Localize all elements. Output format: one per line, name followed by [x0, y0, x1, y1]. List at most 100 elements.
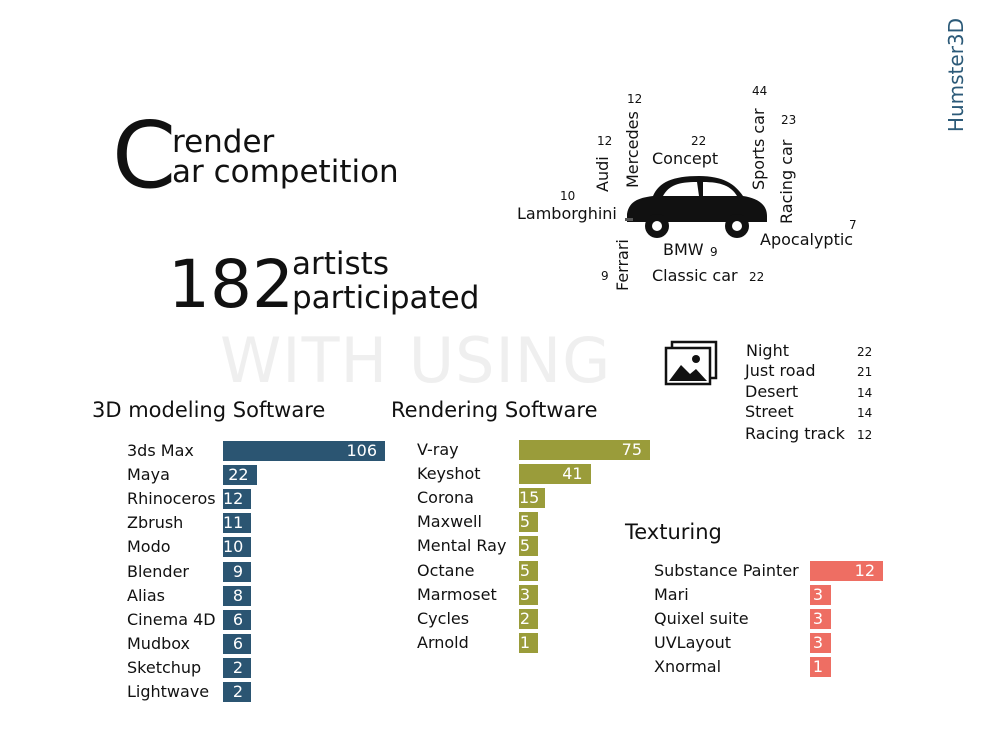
theme-count-ferrari: 9 [601, 269, 609, 283]
texturing-bar-value-uvlayout: 3 [812, 633, 823, 653]
theme-count-racing-car: 23 [781, 113, 797, 127]
modeling-bar-maya [223, 465, 257, 486]
texturing-bar-substance-painter [810, 561, 883, 581]
rendering-bar-value-marmoset: 3 [519, 584, 530, 604]
rendering-bar-label-cycles: Cycles [417, 608, 470, 628]
background-label-street: Street [745, 402, 794, 421]
theme-label-concept: Concept [652, 149, 719, 168]
modeling-bar-label-sketchup: Sketchup [127, 657, 202, 677]
rendering-bar-mental-ray [519, 536, 538, 557]
rendering-bar-keyshot [519, 464, 591, 485]
modeling-bar-value-alias: 8 [232, 585, 243, 605]
background-count-racing-track: 12 [857, 428, 873, 442]
theme-count-sports-car: 44 [752, 84, 768, 98]
modeling-bar-value-sketchup: 2 [232, 657, 243, 677]
texturing-bar-label-xnormal: Xnormal [654, 657, 722, 677]
theme-count-apocalyptic: 7 [849, 218, 857, 232]
background-label-racing-track: Racing track [745, 424, 845, 443]
theme-label-apocalyptic: Apocalyptic [760, 230, 854, 249]
rendering-bar-v-ray [519, 440, 650, 460]
modeling-bar-value-modo: 10 [223, 537, 244, 557]
texturing-bar-label-quixel-suite: Quixel suite [654, 609, 749, 629]
rendering-bar-value-corona: 15 [519, 488, 540, 508]
modeling-bar-blender [223, 561, 251, 582]
background-count-street: 14 [857, 406, 873, 420]
rendering-bar-label-marmoset: Marmoset [417, 584, 497, 604]
rendering-bar-cycles [519, 608, 538, 629]
modeling-bar-value-maya: 22 [228, 465, 249, 485]
rendering-bar-maxwell [519, 512, 538, 533]
modeling-bar-label-cinema-4d: Cinema 4D [127, 609, 216, 629]
rendering-bar-value-keyshot: 41 [562, 464, 583, 484]
modeling-bar-value-zbrush: 11 [223, 513, 244, 533]
background-label-desert: Desert [745, 382, 799, 401]
title-initial: C [112, 102, 177, 209]
modeling-bar-lightwave [223, 682, 251, 702]
modeling-bar-value-rhinoceros: 12 [223, 489, 244, 509]
image-gallery-icon [664, 340, 718, 386]
background-label-night: Night [746, 341, 789, 360]
modeling-bar-label-maya: Maya [127, 465, 170, 485]
modeling-bar-mudbox [223, 633, 251, 654]
modeling-section-title: 3D modeling Software [92, 398, 326, 422]
texturing-bar-value-xnormal: 1 [812, 657, 823, 677]
texturing-section-title: Texturing [625, 520, 722, 544]
rendering-bar-label-mental-ray: Mental Ray [417, 536, 507, 556]
texturing-bar-quixel-suite [810, 609, 831, 630]
theme-label-lamborghini: Lamborghini [517, 204, 617, 223]
background-label-just-road: Just road [745, 361, 816, 380]
classic-car-icon [625, 176, 767, 238]
modeling-bar-value-blender: 9 [232, 561, 243, 581]
rendering-bar-arnold [519, 632, 538, 653]
theme-label-bmw: BMW [663, 240, 704, 259]
background-count-night: 22 [857, 345, 873, 359]
texturing-bar-uvlayout [810, 633, 831, 654]
rendering-section-title: Rendering Software [391, 398, 598, 422]
texturing-bar-xnormal [810, 657, 831, 678]
modeling-bar-label-modo: Modo [127, 537, 171, 557]
rendering-bar-label-v-ray: V-ray [417, 440, 459, 459]
modeling-bar-label-blender: Blender [127, 561, 189, 581]
modeling-bar-label-3ds-max: 3ds Max [127, 441, 194, 460]
theme-count-bmw: 9 [710, 245, 718, 259]
texturing-bar-label-mari: Mari [654, 585, 689, 605]
modeling-bar-value-mudbox: 6 [232, 633, 243, 653]
title-line-1: render [172, 124, 275, 160]
background-count-just-road: 21 [857, 365, 873, 379]
participants-label-1: artists [292, 246, 389, 282]
modeling-bar-label-zbrush: Zbrush [127, 513, 184, 533]
texturing-bar-label-substance-painter: Substance Painter [654, 561, 799, 580]
theme-label-classic-car: Classic car [652, 266, 738, 285]
modeling-bar-label-alias: Alias [127, 585, 165, 605]
title-line-2: ar competition [172, 154, 399, 190]
modeling-bar-sketchup [223, 657, 251, 678]
rendering-bar-corona [519, 488, 546, 509]
watermark-text: WITH USING [220, 324, 612, 397]
background-count-desert: 14 [857, 386, 873, 400]
texturing-bar-value-mari: 3 [812, 585, 823, 605]
rendering-bar-value-v-ray: 75 [621, 440, 642, 459]
modeling-bar-label-mudbox: Mudbox [127, 633, 191, 653]
modeling-bar-rhinoceros [223, 489, 251, 510]
rendering-bar-value-arnold: 1 [519, 632, 530, 652]
rendering-bar-value-cycles: 2 [519, 608, 530, 628]
modeling-bar-alias [223, 585, 251, 606]
rendering-bar-octane [519, 560, 538, 581]
modeling-bar-cinema-4d [223, 609, 251, 630]
rendering-bar-value-mental-ray: 5 [519, 536, 530, 556]
theme-count-mercedes: 12 [627, 92, 643, 106]
participants-label-2: participated [292, 280, 480, 316]
rendering-bar-label-octane: Octane [417, 560, 475, 580]
rendering-bar-label-arnold: Arnold [417, 632, 469, 652]
rendering-bar-label-corona: Corona [417, 488, 474, 508]
texturing-bar-label-uvlayout: UVLayout [654, 633, 732, 653]
rendering-bar-value-maxwell: 5 [519, 512, 530, 532]
modeling-bar-3ds-max [223, 441, 385, 461]
theme-count-audi: 12 [597, 134, 613, 148]
modeling-bar-label-rhinoceros: Rhinoceros [127, 489, 216, 509]
modeling-bar-value-cinema-4d: 6 [232, 609, 243, 629]
participants-count: 182 [168, 246, 294, 323]
rendering-bar-label-maxwell: Maxwell [417, 512, 482, 532]
